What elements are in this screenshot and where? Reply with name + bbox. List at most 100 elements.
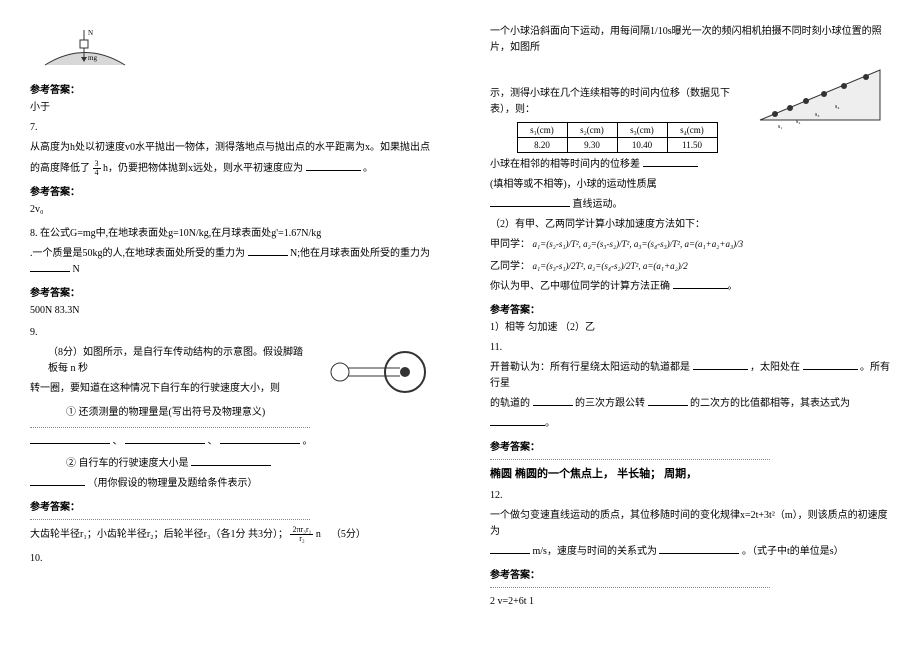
q8-blank2 xyxy=(30,262,70,272)
q7-blank xyxy=(306,161,361,171)
ref-answer-heading-6: 参考答案： xyxy=(490,438,890,453)
q12-num: 12. xyxy=(490,488,890,504)
dome-diagram: mg N xyxy=(40,20,130,75)
a9-fraction: 2πr₃r₁ r₂ xyxy=(290,526,313,543)
ref-answer-heading-5: 参考答案： xyxy=(490,301,890,316)
svg-text:s₃: s₃ xyxy=(815,112,819,118)
td-s1: 8.20 xyxy=(517,138,567,153)
q9-sep2: 、 xyxy=(208,436,218,447)
q10-blank1 xyxy=(643,157,698,167)
displacement-table: s₁(cm) s₂(cm) s₃(cm) s₄(cm) 8.20 9.30 10… xyxy=(517,122,718,153)
q10-methods: （2）有甲、乙两同学计算小球加速度方法如下： xyxy=(490,217,890,233)
q9-sep1: 、 xyxy=(113,436,123,447)
td-s2: 9.30 xyxy=(567,138,617,153)
q10-ask-row: 你认为甲、乙中哪位同学的计算方法正确 。 xyxy=(490,279,890,295)
q8-line1: 8. 在公式G=mg中,在地球表面处g=10N/kg,在月球表面处g'=1.67… xyxy=(30,226,430,242)
answer-7: 2v₀ xyxy=(30,202,430,218)
q8-l2a: .一个质量是50kg的人,在地球表面处所受的重力为 xyxy=(30,248,245,259)
q10-jia-formula: a₁=(s₂-s₁)/T², a₂=(s₃-s₂)/T², a₃=(s₄-s₃)… xyxy=(533,239,744,249)
ref-answer-heading-1: 参考答案： xyxy=(30,81,430,96)
svg-text:s₁: s₁ xyxy=(778,124,782,130)
ref-answer-heading-4: 参考答案： xyxy=(30,498,430,513)
q9-blank-b xyxy=(125,434,205,444)
q8-num: 8. xyxy=(30,228,40,239)
q10-jia-row: 甲同学： a₁=(s₂-s₁)/T², a₂=(s₃-s₂)/T², a₃=(s… xyxy=(490,237,890,253)
q11-blank5 xyxy=(490,416,545,426)
q10-l5-text: 直线运动。 xyxy=(573,199,623,210)
q10-l3-text: 小球在相邻的相等时间内的位移差 xyxy=(490,159,640,170)
q12-blank2 xyxy=(659,544,739,554)
q9-blank-c xyxy=(220,434,300,444)
left-column: mg N 参考答案： 小于 7. 从高度为h处以初速度v0水平抛出一物体，测得落… xyxy=(0,0,460,651)
q7-l2-post: h，仍要把物体抛到x远处，则水平初速度应为 xyxy=(103,163,303,174)
q11-l1b: ，太阳处在 xyxy=(750,362,800,373)
q12-l2b: 。（式子中t的单位是s） xyxy=(742,546,844,557)
q10-num: 10. xyxy=(30,551,430,567)
incline-diagram: s₁ s₂ s₃ s₄ xyxy=(750,60,890,130)
ref-answer-heading-2: 参考答案： xyxy=(30,183,430,198)
q10-line3: 小球在相邻的相等时间内的位移差 xyxy=(490,157,890,173)
th-s2: s₂(cm) xyxy=(567,123,617,138)
th-s1: s₁(cm) xyxy=(517,123,567,138)
q10-yi-label: 乙同学： xyxy=(490,261,530,272)
q11-l2b: 的三次方跟公转 xyxy=(575,398,645,409)
q10-line5: 直线运动。 xyxy=(490,197,890,213)
dotted-divider-1 xyxy=(30,427,310,428)
bike-diagram xyxy=(320,345,430,400)
answer-10: 1）相等 匀加速 （2）乙 xyxy=(490,320,890,336)
q10-ask: 你认为甲、乙中哪位同学的计算方法正确 xyxy=(490,281,670,292)
svg-text:s₂: s₂ xyxy=(796,119,800,125)
q9-num: 9. xyxy=(30,325,430,341)
q9-sub2-line: ② 自行车的行驶速度大小是 xyxy=(30,456,430,472)
table-data-row: 8.20 9.30 10.40 11.50 xyxy=(517,138,717,153)
q12-line2: m/s，速度与时间的关系式为 。（式子中t的单位是s） xyxy=(490,544,890,560)
q11-blank4 xyxy=(648,396,688,406)
td-s3: 10.40 xyxy=(617,138,667,153)
q10-yi-formula: a₁=(s₃-s₁)/2T², a₂=(s₄-s₂)/2T², a=(a₁+a₂… xyxy=(533,261,688,271)
ref-answer-heading-3: 参考答案： xyxy=(30,284,430,299)
q7-frac-den: 4 xyxy=(93,169,101,177)
svg-text:s₄: s₄ xyxy=(835,104,839,110)
q9-sub3-line: （用你假设的物理量及题给条件表示） xyxy=(30,476,430,492)
q9-sub1: ① 还须测量的物理量是(写出符号及物理意义) xyxy=(30,405,430,421)
q8-l2c: N xyxy=(73,264,80,275)
q9-sub3-blank xyxy=(30,476,85,486)
q11-line2: 的轨道的 的三次方跟公转 的二次方的比值都相等，其表达式为 xyxy=(490,396,890,412)
q8-text1: 在公式G=mg中,在地球表面处g=10N/kg,在月球表面处g'=1.67N/k… xyxy=(40,228,321,239)
q10-line4: (填相等或不相等)，小球的运动性质属 xyxy=(490,177,890,193)
dotted-divider-4 xyxy=(490,587,770,588)
q7-line2: 的高度降低了 3 4 h，仍要把物体抛到x远处，则水平初速度应为 。 xyxy=(30,160,430,177)
q10-yi-row: 乙同学： a₁=(s₃-s₁)/2T², a₂=(s₄-s₂)/2T², a=(… xyxy=(490,259,890,275)
th-s4: s₄(cm) xyxy=(667,123,717,138)
q8-line2: .一个质量是50kg的人,在地球表面处所受的重力为 N;他在月球表面处所受的重力… xyxy=(30,246,430,278)
q10-blank2 xyxy=(490,197,570,207)
q7-l2-pre: 的高度降低了 xyxy=(30,163,90,174)
right-column: 一个小球沿斜面向下运动，用每间隔1/10s曝光一次的频闪相机拍摄不同时刻小球位置… xyxy=(460,0,920,651)
q9-blanks-row: 、 、 。 xyxy=(30,434,430,450)
answer-6: 小于 xyxy=(30,100,430,116)
q12-l2a: m/s，速度与时间的关系式为 xyxy=(533,546,660,557)
q10-jia-label: 甲同学： xyxy=(490,239,530,250)
th-s3: s₃(cm) xyxy=(617,123,667,138)
a9-end: （5分） xyxy=(331,529,366,540)
q8-l2b: N;他在月球表面处所受的重力为 xyxy=(290,248,430,259)
q8-blank1 xyxy=(248,246,288,256)
q11-l2c: 的二次方的比值都相等，其表达式为 xyxy=(690,398,850,409)
dotted-divider-3 xyxy=(490,459,770,460)
q11-l2a: 的轨道的 xyxy=(490,398,530,409)
q12-line1: 一个做匀变速直线运动的质点，其位移随时间的变化规律x=2t+3t²（m），则该质… xyxy=(490,508,890,540)
q9-blank-a xyxy=(30,434,110,444)
q11-blank3 xyxy=(533,396,573,406)
a9-frac-den: r₂ xyxy=(290,535,313,543)
q11-line3: 。 xyxy=(490,416,890,432)
q7-fraction: 3 4 xyxy=(93,160,101,177)
q9-sub2: ② 自行车的行驶速度大小是 xyxy=(66,458,189,469)
q7-line1: 从高度为h处以初速度v0水平抛出一物体，测得落地点与抛出点的水平距离为x。如果抛… xyxy=(30,140,430,156)
answer-9: 大齿轮半径r₁；小齿轮半径r₂；后轮半径r₃（各1分 共3分）； 2πr₃r₁ … xyxy=(30,526,430,543)
q12-blank1 xyxy=(490,544,530,554)
ref-answer-heading-7: 参考答案： xyxy=(490,566,890,581)
q11-blank1 xyxy=(693,360,748,370)
q7-num: 7. xyxy=(30,120,430,136)
answer-11: 椭圆 椭圆的一个焦点上， 半长轴； 周期， xyxy=(490,466,890,484)
q9-end1: 。 xyxy=(303,436,313,447)
